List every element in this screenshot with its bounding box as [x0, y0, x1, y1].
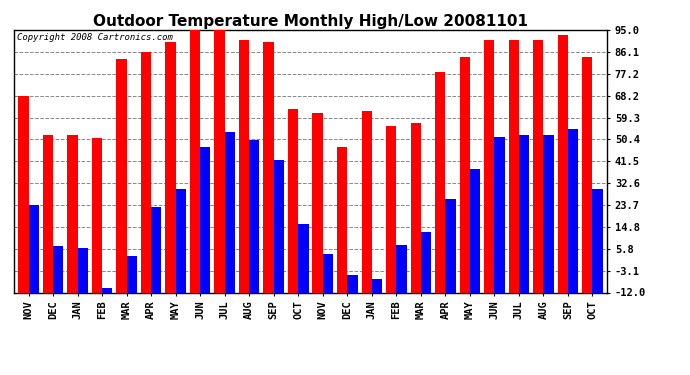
- Bar: [509, 40, 519, 292]
- Bar: [372, 279, 382, 292]
- Bar: [558, 35, 568, 292]
- Bar: [53, 246, 63, 292]
- Bar: [215, 30, 225, 292]
- Bar: [484, 40, 495, 292]
- Bar: [362, 111, 372, 292]
- Bar: [347, 275, 357, 292]
- Bar: [568, 129, 578, 292]
- Bar: [43, 135, 53, 292]
- Bar: [200, 147, 210, 292]
- Bar: [323, 255, 333, 292]
- Bar: [288, 108, 298, 292]
- Bar: [445, 199, 455, 292]
- Bar: [495, 137, 504, 292]
- Bar: [544, 135, 554, 292]
- Bar: [274, 160, 284, 292]
- Bar: [239, 40, 249, 292]
- Bar: [313, 113, 323, 292]
- Bar: [435, 72, 445, 292]
- Bar: [166, 42, 176, 292]
- Bar: [28, 205, 39, 292]
- Bar: [92, 138, 102, 292]
- Bar: [519, 135, 529, 292]
- Bar: [533, 40, 544, 292]
- Bar: [77, 248, 88, 292]
- Bar: [386, 126, 396, 292]
- Bar: [225, 132, 235, 292]
- Bar: [337, 147, 347, 292]
- Bar: [582, 57, 593, 292]
- Bar: [249, 140, 259, 292]
- Bar: [593, 189, 603, 292]
- Text: Copyright 2008 Cartronics.com: Copyright 2008 Cartronics.com: [17, 33, 172, 42]
- Bar: [190, 30, 200, 292]
- Bar: [102, 288, 112, 292]
- Bar: [141, 52, 151, 292]
- Bar: [460, 57, 470, 292]
- Bar: [67, 135, 77, 292]
- Bar: [264, 42, 274, 292]
- Bar: [421, 232, 431, 292]
- Bar: [411, 123, 421, 292]
- Bar: [117, 60, 126, 292]
- Bar: [176, 189, 186, 292]
- Bar: [151, 207, 161, 292]
- Bar: [396, 244, 406, 292]
- Title: Outdoor Temperature Monthly High/Low 20081101: Outdoor Temperature Monthly High/Low 200…: [93, 14, 528, 29]
- Bar: [126, 256, 137, 292]
- Bar: [18, 96, 28, 292]
- Bar: [298, 224, 308, 292]
- Bar: [470, 169, 480, 292]
